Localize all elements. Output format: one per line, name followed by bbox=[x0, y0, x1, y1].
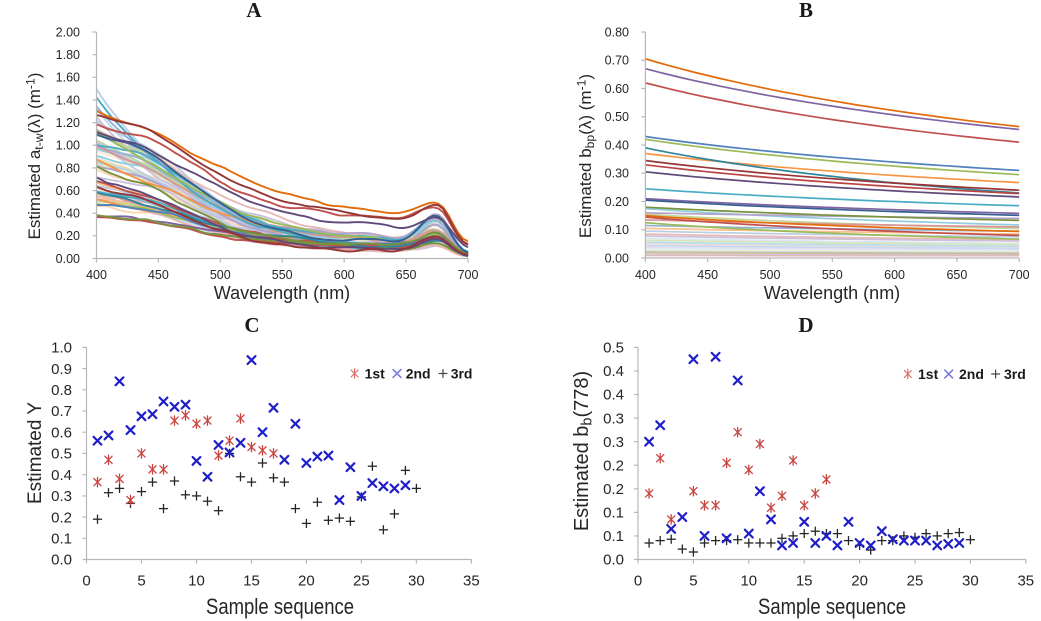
svg-text:600: 600 bbox=[884, 268, 905, 282]
svg-text:400: 400 bbox=[635, 268, 656, 282]
svg-text:0.2: 0.2 bbox=[603, 457, 624, 474]
svg-text:Estimated at-w(λ) (m-1): Estimated at-w(λ) (m-1) bbox=[23, 73, 46, 240]
svg-text:0.4: 0.4 bbox=[603, 387, 624, 404]
svg-text:0: 0 bbox=[634, 573, 642, 590]
svg-text:0.1: 0.1 bbox=[51, 531, 72, 548]
svg-text:Sample sequence: Sample sequence bbox=[758, 594, 906, 619]
svg-text:35: 35 bbox=[463, 573, 480, 590]
svg-text:0.6: 0.6 bbox=[51, 424, 72, 441]
svg-text:B: B bbox=[799, 0, 813, 22]
svg-text:0.1: 0.1 bbox=[603, 528, 624, 545]
svg-text:0.60: 0.60 bbox=[56, 184, 80, 198]
svg-text:1st: 1st bbox=[365, 366, 386, 382]
svg-text:1.00: 1.00 bbox=[56, 139, 80, 153]
svg-text:0.8: 0.8 bbox=[51, 382, 72, 399]
svg-text:650: 650 bbox=[946, 268, 967, 282]
svg-text:650: 650 bbox=[396, 268, 417, 282]
svg-text:600: 600 bbox=[334, 268, 355, 282]
svg-text:0.30: 0.30 bbox=[605, 167, 629, 181]
svg-text:0.00: 0.00 bbox=[605, 251, 629, 265]
svg-text:Sample sequence: Sample sequence bbox=[206, 594, 354, 619]
svg-text:5: 5 bbox=[689, 573, 697, 590]
svg-text:700: 700 bbox=[1009, 268, 1030, 282]
svg-text:Estimated bb(778): Estimated bb(778) bbox=[571, 371, 595, 531]
svg-text:550: 550 bbox=[822, 268, 843, 282]
svg-text:0.7: 0.7 bbox=[51, 403, 72, 420]
svg-text:D: D bbox=[798, 313, 813, 337]
svg-text:Estimated Y: Estimated Y bbox=[25, 402, 46, 504]
svg-text:500: 500 bbox=[210, 268, 231, 282]
svg-text:2.00: 2.00 bbox=[56, 25, 80, 39]
svg-text:1.80: 1.80 bbox=[56, 48, 80, 62]
svg-text:10: 10 bbox=[740, 573, 757, 590]
svg-text:15: 15 bbox=[796, 573, 813, 590]
svg-text:550: 550 bbox=[272, 268, 293, 282]
svg-text:35: 35 bbox=[1017, 573, 1034, 590]
svg-text:0.1: 0.1 bbox=[603, 505, 624, 522]
svg-text:Wavelength (nm): Wavelength (nm) bbox=[764, 283, 900, 303]
svg-text:25: 25 bbox=[353, 573, 370, 590]
svg-text:0.3: 0.3 bbox=[603, 434, 624, 451]
svg-text:0.3: 0.3 bbox=[603, 410, 624, 427]
svg-text:3rd: 3rd bbox=[451, 366, 473, 382]
svg-text:Estimated bbp(λ) (m-1): Estimated bbp(λ) (m-1) bbox=[574, 74, 597, 238]
svg-text:700: 700 bbox=[458, 268, 479, 282]
svg-text:3rd: 3rd bbox=[1004, 366, 1026, 382]
svg-text:0.4: 0.4 bbox=[603, 363, 624, 380]
svg-text:400: 400 bbox=[86, 268, 107, 282]
svg-text:25: 25 bbox=[907, 573, 924, 590]
svg-text:5: 5 bbox=[137, 573, 145, 590]
svg-text:0.20: 0.20 bbox=[56, 229, 80, 243]
svg-text:2nd: 2nd bbox=[959, 366, 984, 382]
svg-text:1.20: 1.20 bbox=[56, 116, 80, 130]
svg-text:0.50: 0.50 bbox=[605, 110, 629, 124]
svg-text:0.10: 0.10 bbox=[605, 223, 629, 237]
svg-text:500: 500 bbox=[760, 268, 781, 282]
svg-text:0.2: 0.2 bbox=[51, 509, 72, 526]
svg-text:0.40: 0.40 bbox=[56, 207, 80, 221]
svg-text:0.5: 0.5 bbox=[51, 446, 72, 463]
svg-text:1.0: 1.0 bbox=[51, 340, 72, 357]
svg-text:0.80: 0.80 bbox=[605, 25, 629, 39]
svg-text:0.00: 0.00 bbox=[56, 252, 80, 266]
svg-text:0.0: 0.0 bbox=[603, 552, 624, 569]
svg-text:0.4: 0.4 bbox=[51, 467, 72, 484]
svg-text:10: 10 bbox=[188, 573, 205, 590]
svg-text:20: 20 bbox=[298, 573, 315, 590]
svg-text:15: 15 bbox=[243, 573, 260, 590]
svg-text:30: 30 bbox=[962, 573, 979, 590]
svg-text:0.9: 0.9 bbox=[51, 361, 72, 378]
svg-text:0.60: 0.60 bbox=[605, 82, 629, 96]
svg-text:Wavelength (nm): Wavelength (nm) bbox=[214, 283, 350, 303]
svg-text:0.80: 0.80 bbox=[56, 161, 80, 175]
svg-text:0.2: 0.2 bbox=[603, 481, 624, 498]
svg-text:0.3: 0.3 bbox=[51, 488, 72, 505]
svg-text:A: A bbox=[246, 0, 262, 22]
svg-text:0: 0 bbox=[82, 573, 90, 590]
svg-text:1.60: 1.60 bbox=[56, 71, 80, 85]
svg-text:1st: 1st bbox=[918, 366, 939, 382]
svg-text:30: 30 bbox=[408, 573, 425, 590]
svg-text:450: 450 bbox=[148, 268, 169, 282]
svg-text:0.40: 0.40 bbox=[605, 138, 629, 152]
svg-text:C: C bbox=[244, 313, 259, 337]
svg-text:0.20: 0.20 bbox=[605, 195, 629, 209]
svg-text:2nd: 2nd bbox=[406, 366, 431, 382]
svg-text:1.40: 1.40 bbox=[56, 93, 80, 107]
svg-text:0.0: 0.0 bbox=[51, 552, 72, 569]
svg-text:450: 450 bbox=[697, 268, 718, 282]
svg-text:0.70: 0.70 bbox=[605, 54, 629, 68]
svg-text:0.5: 0.5 bbox=[603, 340, 624, 357]
svg-text:20: 20 bbox=[851, 573, 868, 590]
